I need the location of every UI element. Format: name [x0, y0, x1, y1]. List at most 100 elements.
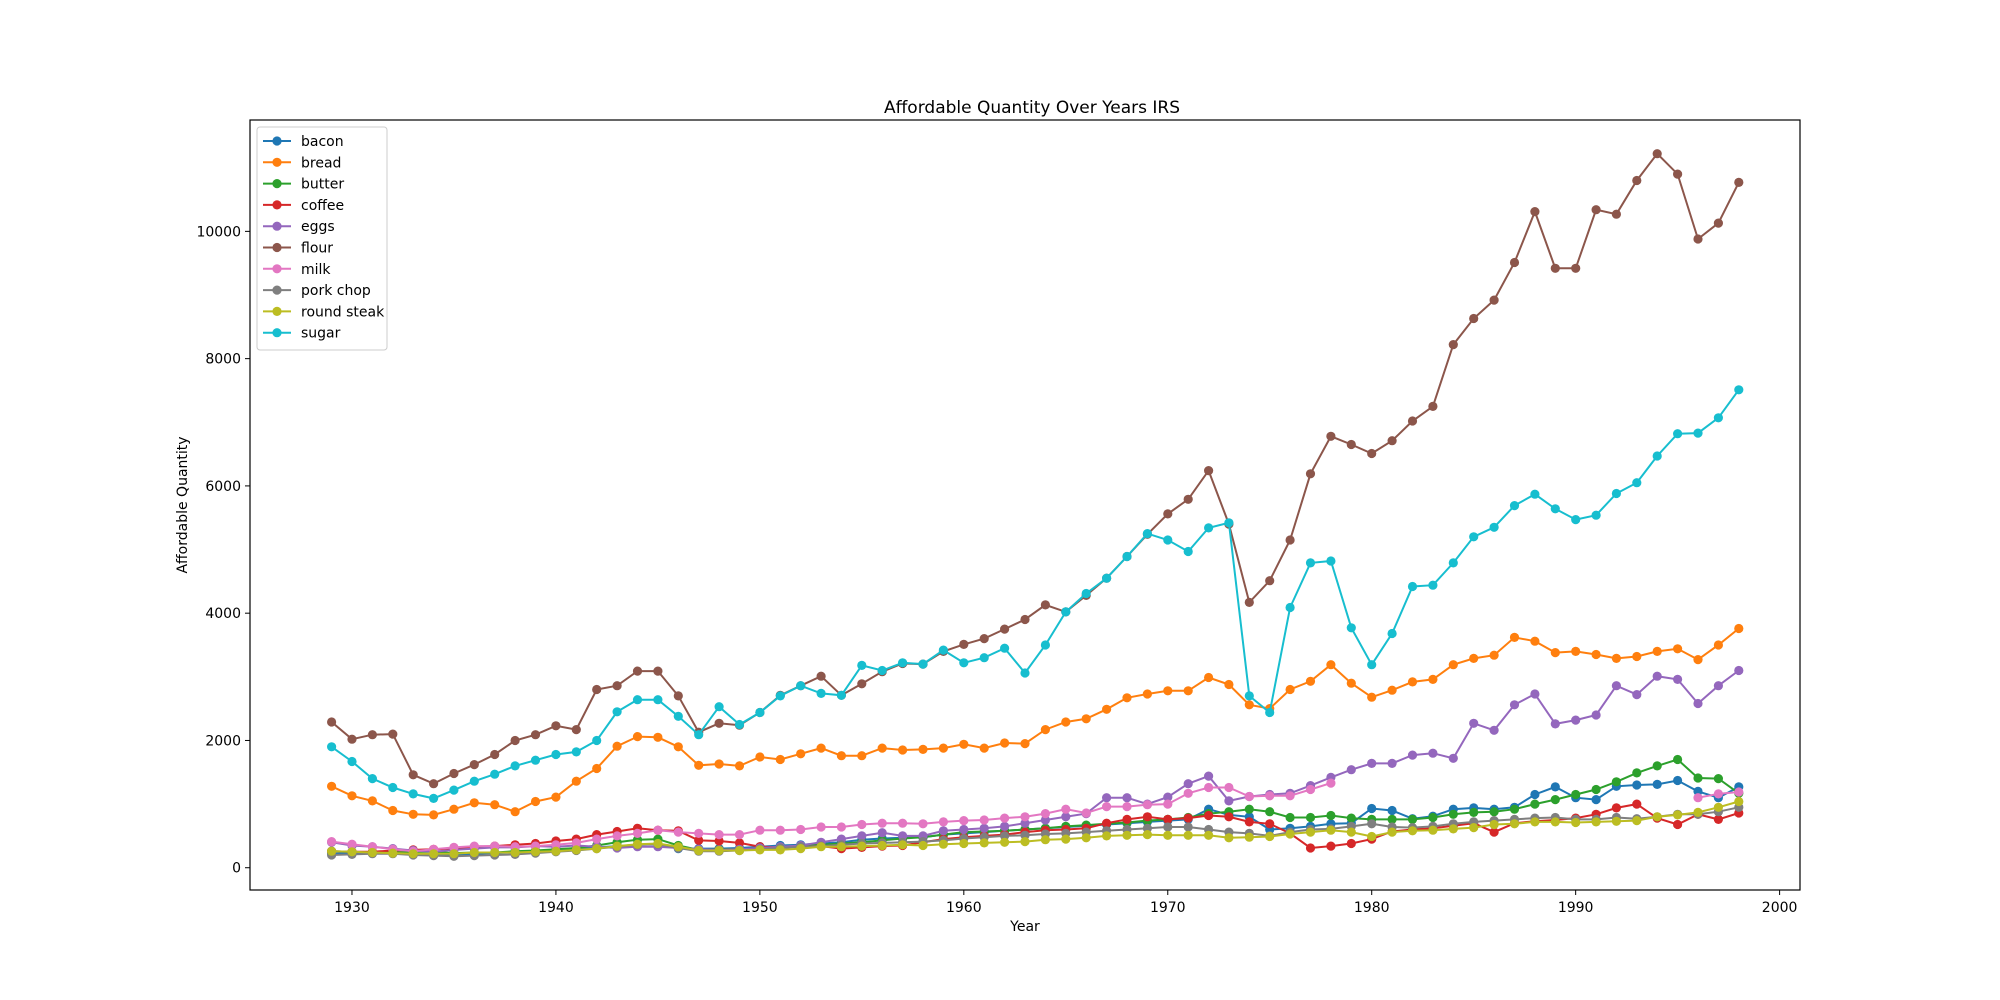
- legend-label: flour: [301, 241, 333, 257]
- data-point-sugar: [469, 776, 479, 786]
- data-point-bread: [449, 804, 459, 814]
- data-point-bread: [1020, 739, 1030, 749]
- series-line-flour: [330, 152, 1740, 785]
- data-point-eggs: [1530, 689, 1540, 699]
- data-point-sugar: [1632, 478, 1642, 488]
- data-point-bread: [1591, 649, 1601, 660]
- legend-item-pork-chop: pork chop: [263, 283, 371, 299]
- plot-frame: [249, 119, 1801, 891]
- data-point-bread: [959, 739, 969, 749]
- data-point-flour: [1489, 295, 1499, 305]
- data-point-bread: [510, 807, 520, 817]
- data-point-butter: [1550, 795, 1560, 805]
- data-point-round-steak: [1346, 827, 1356, 837]
- x-tick-label: 1970: [1150, 900, 1186, 916]
- data-point-bread: [388, 805, 398, 816]
- data-point-butter: [1469, 807, 1479, 818]
- data-point-round-steak: [490, 847, 500, 858]
- data-point-flour: [714, 718, 724, 728]
- data-point-milk: [775, 825, 785, 835]
- chart-title: Affordable Quantity Over Years IRS: [884, 98, 1180, 118]
- data-point-round-steak: [1000, 837, 1010, 847]
- data-point-flour: [347, 734, 357, 744]
- data-point-pork-chop: [1183, 822, 1193, 832]
- data-point-flour: [1326, 431, 1336, 441]
- data-point-milk: [1061, 804, 1071, 814]
- data-point-milk: [612, 831, 622, 841]
- data-point-round-steak: [1673, 810, 1683, 820]
- data-point-round-steak: [388, 848, 398, 858]
- data-point-round-steak: [1224, 833, 1234, 843]
- data-point-eggs: [1571, 715, 1581, 725]
- data-point-eggs: [1428, 748, 1438, 758]
- data-point-bread: [490, 800, 500, 810]
- data-point-flour: [1163, 509, 1173, 519]
- data-point-bread: [1204, 672, 1214, 683]
- data-point-eggs: [877, 828, 887, 838]
- data-point-flour: [408, 770, 418, 780]
- data-point-round-steak: [632, 839, 643, 849]
- data-point-flour: [1611, 209, 1621, 219]
- data-point-flour: [367, 730, 377, 740]
- data-point-eggs: [1673, 674, 1683, 685]
- data-point-bread: [898, 745, 908, 755]
- data-point-sugar: [1204, 523, 1214, 533]
- data-point-flour: [1673, 169, 1683, 179]
- data-point-bread: [857, 751, 867, 761]
- data-point-bread: [1346, 678, 1356, 688]
- data-point-eggs: [1407, 750, 1418, 760]
- data-point-sugar: [1652, 451, 1662, 461]
- data-point-coffee: [1713, 814, 1723, 825]
- data-point-eggs: [1611, 681, 1621, 691]
- data-point-flour: [1265, 576, 1275, 586]
- data-point-bread: [673, 742, 683, 752]
- data-point-pork-chop: [1163, 822, 1173, 832]
- data-point-sugar: [979, 653, 989, 663]
- legend-label: round steak: [301, 304, 385, 320]
- data-point-milk: [959, 816, 969, 826]
- data-point-round-steak: [877, 840, 887, 851]
- data-point-coffee: [1244, 817, 1254, 827]
- data-point-butter: [1591, 784, 1601, 795]
- data-point-sugar: [347, 756, 357, 767]
- data-point-sugar: [1713, 413, 1723, 423]
- data-point-sugar: [510, 761, 520, 771]
- data-point-round-steak: [673, 842, 683, 852]
- data-point-bread: [836, 751, 847, 761]
- series-round-steak: [327, 796, 1744, 859]
- data-point-sugar: [857, 660, 867, 671]
- data-point-sugar: [1346, 623, 1356, 633]
- data-point-flour: [673, 691, 683, 701]
- data-point-milk: [1040, 809, 1050, 819]
- data-point-round-steak: [1163, 830, 1173, 840]
- legend-label: pork chop: [301, 283, 371, 299]
- data-point-bacon: [1387, 805, 1397, 816]
- series-line-eggs: [331, 669, 1740, 853]
- data-point-milk: [632, 828, 643, 839]
- data-point-flour: [429, 779, 439, 789]
- data-point-flour: [1346, 439, 1356, 450]
- data-point-bread: [938, 743, 949, 753]
- data-point-round-steak: [1530, 817, 1540, 827]
- data-point-round-steak: [1571, 817, 1581, 828]
- data-point-eggs: [1734, 665, 1744, 676]
- x-tick-label: 1950: [742, 900, 778, 916]
- data-point-sugar: [836, 690, 847, 700]
- x-axis-label: Year: [1009, 919, 1040, 935]
- data-point-flour: [449, 768, 459, 779]
- data-point-round-steak: [1102, 831, 1112, 841]
- x-tick-label: 1990: [1558, 900, 1594, 916]
- data-point-round-steak: [898, 840, 908, 850]
- data-point-butter: [1611, 777, 1621, 787]
- data-point-bread: [1611, 653, 1621, 664]
- data-point-sugar: [694, 730, 704, 740]
- data-point-round-steak: [918, 840, 928, 851]
- data-point-milk: [592, 834, 602, 844]
- data-point-bread: [775, 754, 785, 765]
- data-point-eggs: [1448, 753, 1458, 763]
- data-point-sugar: [1081, 588, 1091, 599]
- data-point-sugar: [1326, 556, 1336, 566]
- data-point-round-steak: [653, 838, 663, 849]
- legend-item-sugar: sugar: [263, 326, 341, 342]
- data-point-milk: [327, 837, 337, 847]
